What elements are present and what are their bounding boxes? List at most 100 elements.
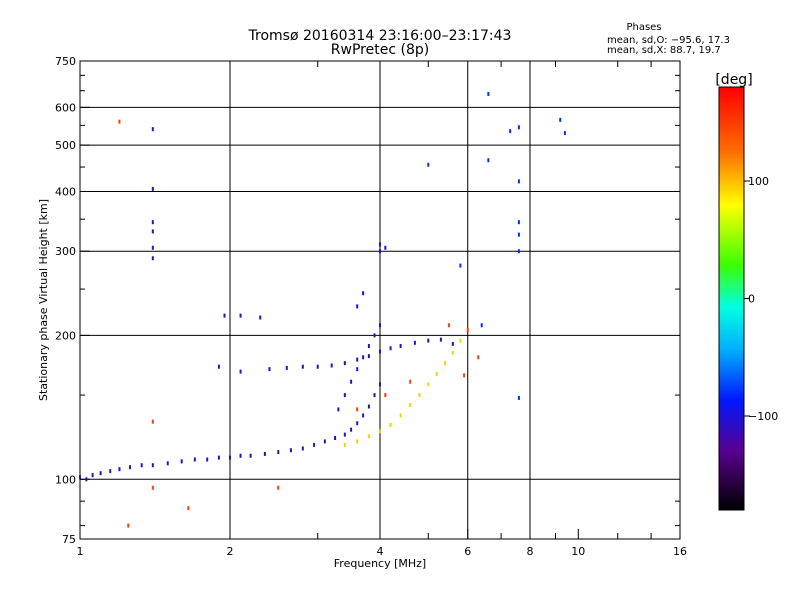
data-point [223,313,226,318]
data-point [509,129,512,134]
data-point [249,453,252,458]
data-point [79,475,81,480]
data-point [379,242,381,247]
data-point [487,91,490,96]
colorbar-tick-label: 0 [748,293,755,306]
data-point [517,220,520,225]
x-tick-label: 1 [77,545,84,558]
data-point [389,346,392,351]
data-point [362,291,365,296]
data-point [427,382,430,387]
data-point [316,364,319,369]
data-point [443,361,446,366]
data-point [409,379,412,384]
data-point [373,393,376,398]
data-point [151,229,154,234]
data-point [463,373,466,378]
data-point [337,407,340,412]
data-point [451,350,454,355]
data-point [334,435,337,440]
y-tick-label: 200 [55,329,76,342]
data-point [373,333,376,338]
data-point [399,344,402,349]
data-point [193,457,196,462]
data-point [418,393,421,398]
data-point [239,453,242,458]
data-point [477,355,480,360]
colorbar [718,86,745,511]
data-point [466,328,469,333]
data-point [356,421,359,426]
x-tick-label: 4 [377,545,384,558]
data-point [151,485,154,490]
x-tick-label: 10 [571,545,585,558]
y-tick-label: 400 [55,185,76,198]
colorbar-ticks: 100 0 −100 [744,175,778,423]
data-point [118,119,121,124]
data-point [301,364,304,369]
data-point [350,379,353,384]
y-axis-label: Stationary phase Virtual Height [km] [37,199,50,401]
stats-title: Phases [626,22,661,33]
data-point [439,337,442,342]
data-point [343,442,346,447]
colorbar-tick-label: 100 [748,175,769,188]
data-point [140,463,143,468]
data-point [362,355,365,360]
data-point [151,419,154,424]
data-point [356,407,359,412]
data-point [313,442,316,447]
data-point [356,439,359,444]
data-point [239,313,242,318]
y-tick-label: 100 [55,473,76,486]
data-point [151,127,154,132]
colorbar-tick-label: −100 [748,410,778,423]
data-point [129,465,132,470]
data-point [330,363,333,368]
data-points [79,91,566,528]
x-axis-ticks: 1 2 4 6 8 10 16 [77,61,687,558]
data-point [447,323,450,328]
data-point [151,463,154,468]
data-point [109,469,112,474]
data-point [217,364,220,369]
data-point [379,349,381,354]
data-point [350,427,353,432]
data-point [379,249,381,254]
data-point [356,367,359,372]
y-tick-label: 300 [55,245,76,258]
data-point [166,461,169,466]
y-axis-ticks: 75 100 200 300 400 500 600 750 [55,55,680,546]
data-point [459,338,462,343]
x-axis-label: Frequency [MHz] [334,557,426,570]
data-point [399,413,402,418]
data-point [517,249,520,254]
data-point [151,245,154,250]
data-point [285,365,288,370]
chart-subtitle: RwPretec (8p) [331,42,429,58]
colorbar-label: [deg] [715,72,752,88]
stats-line-x: mean, sd,X: 88.7, 19.7 [607,45,721,56]
data-point [517,395,520,400]
data-point [229,455,231,460]
data-point [517,125,520,130]
data-point [356,304,359,309]
data-point [99,471,102,476]
data-point [206,457,209,462]
data-point [289,448,292,453]
data-point [217,455,220,460]
data-point [91,473,94,478]
y-tick-label: 600 [55,101,76,114]
y-tick-label: 750 [55,55,76,68]
data-point [367,354,370,359]
data-point [259,315,262,320]
data-point [409,403,412,408]
y-tick-label: 75 [62,533,76,546]
data-point [367,434,370,439]
data-point [379,323,381,328]
data-point [559,117,562,122]
data-point [180,459,183,464]
data-point [379,429,381,434]
data-point [487,158,490,163]
